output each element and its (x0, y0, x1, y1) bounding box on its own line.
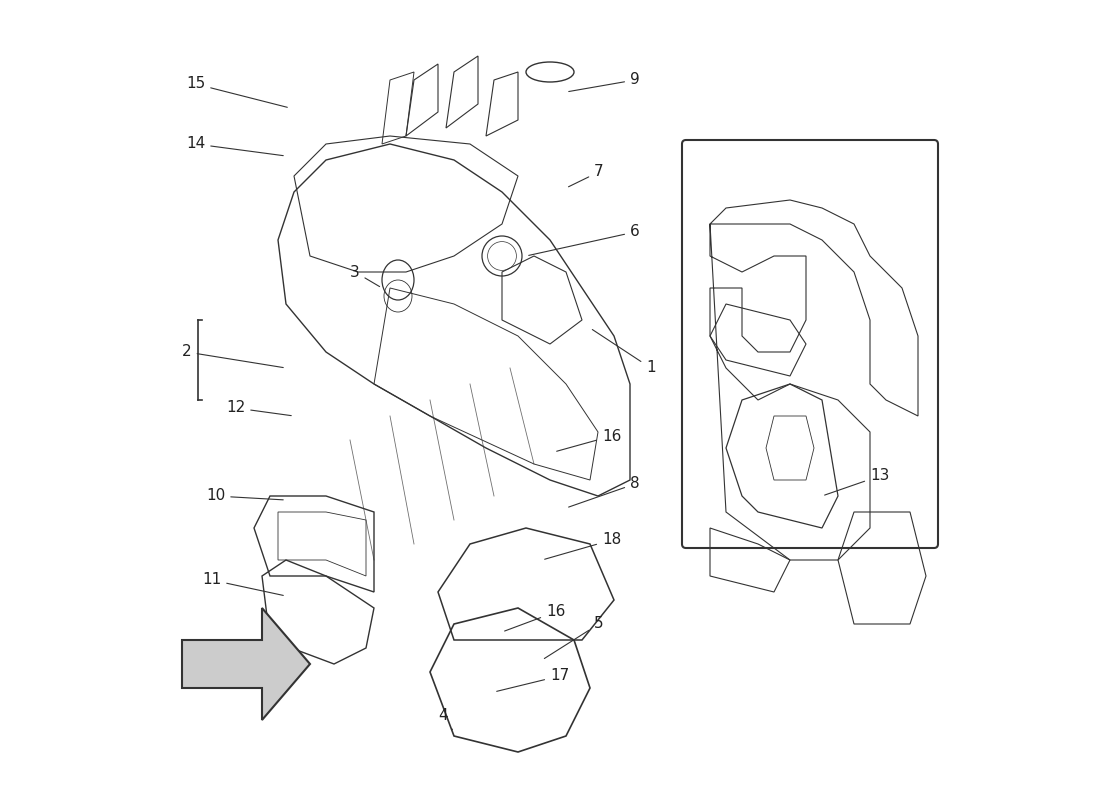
Text: 4: 4 (438, 709, 452, 730)
Text: 14: 14 (186, 137, 284, 156)
Text: 13: 13 (825, 469, 890, 495)
Text: 9: 9 (569, 73, 640, 91)
Text: 3: 3 (350, 265, 380, 286)
Text: 6: 6 (529, 225, 640, 255)
Text: 10: 10 (206, 489, 283, 503)
Text: 15: 15 (186, 77, 287, 107)
Text: 16: 16 (557, 429, 622, 451)
Text: 7: 7 (569, 165, 604, 186)
Text: 1: 1 (592, 330, 656, 375)
Text: 5: 5 (544, 617, 604, 658)
Text: 8: 8 (569, 477, 639, 507)
Text: 2: 2 (182, 345, 284, 367)
Text: 11: 11 (202, 573, 284, 595)
Text: 17: 17 (497, 669, 570, 691)
Text: 12: 12 (226, 401, 292, 416)
Text: 18: 18 (544, 533, 622, 559)
Polygon shape (182, 608, 310, 720)
Text: 16: 16 (505, 605, 565, 631)
